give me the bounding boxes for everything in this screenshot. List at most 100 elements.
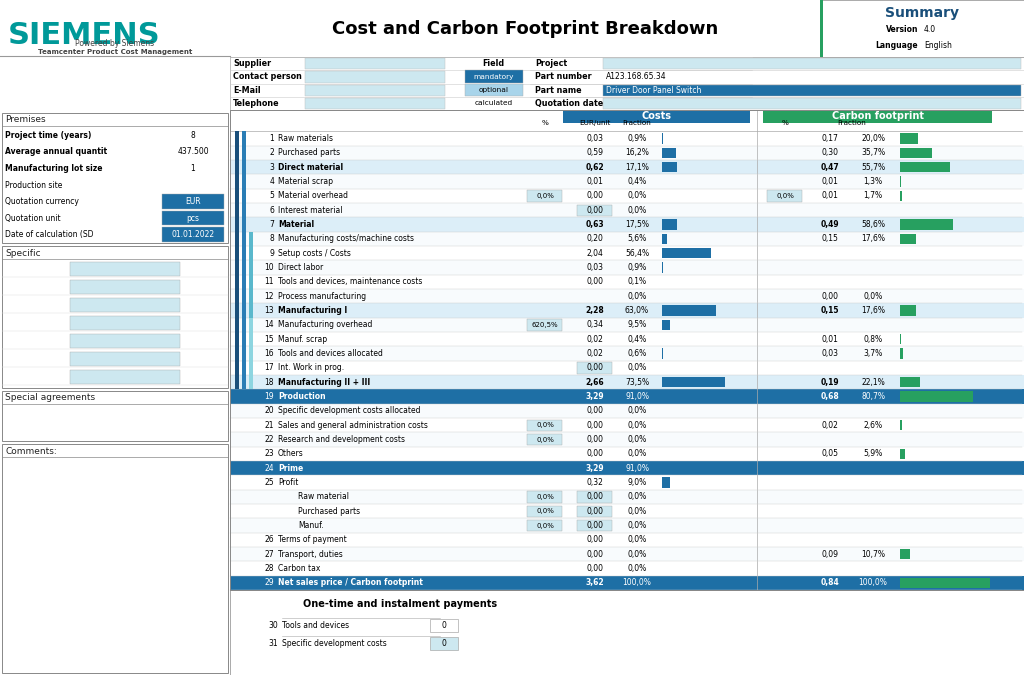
Bar <box>162 194 224 209</box>
Text: 0,0%: 0,0% <box>536 437 554 443</box>
Text: 0,0%: 0,0% <box>628 535 646 544</box>
Text: 0,4%: 0,4% <box>628 335 646 344</box>
Text: 0,0%: 0,0% <box>628 521 646 530</box>
Bar <box>900 377 920 387</box>
Text: 25: 25 <box>264 478 274 487</box>
Bar <box>242 232 246 389</box>
Text: 0,00: 0,00 <box>587 206 603 215</box>
Bar <box>430 619 458 632</box>
Bar <box>70 316 180 330</box>
Bar <box>230 304 1024 318</box>
Text: 0,0%: 0,0% <box>536 494 554 500</box>
Text: Direct labor: Direct labor <box>278 263 324 272</box>
Text: Prime: Prime <box>278 464 303 472</box>
Text: 0,03: 0,03 <box>587 134 603 143</box>
Text: Version: Version <box>886 26 918 34</box>
Text: 22: 22 <box>264 435 274 444</box>
Bar <box>230 375 1024 389</box>
Text: 0: 0 <box>441 620 446 630</box>
Bar <box>230 504 1024 518</box>
Text: 27: 27 <box>264 549 274 559</box>
Text: 7: 7 <box>269 220 274 229</box>
Text: 10: 10 <box>264 263 274 272</box>
Bar <box>577 362 612 373</box>
Text: 0,00: 0,00 <box>587 549 603 559</box>
Text: 100,0%: 100,0% <box>623 578 651 587</box>
Text: 0,00: 0,00 <box>587 277 603 286</box>
Text: 0,00: 0,00 <box>587 406 603 415</box>
Bar <box>230 389 1024 404</box>
Bar <box>70 334 180 348</box>
Text: 0,00: 0,00 <box>587 192 603 200</box>
Text: 0,20: 0,20 <box>587 234 603 244</box>
Bar <box>230 203 1024 217</box>
Bar <box>230 110 1024 590</box>
Text: Manufacturing costs/machine costs: Manufacturing costs/machine costs <box>278 234 414 244</box>
Text: 4: 4 <box>269 177 274 186</box>
Text: Costs: Costs <box>641 111 672 121</box>
Bar <box>900 219 952 230</box>
Text: Terms of payment: Terms of payment <box>278 535 347 544</box>
Text: Summary: Summary <box>885 6 959 20</box>
Bar <box>230 433 1024 447</box>
Text: 0,00: 0,00 <box>587 521 603 530</box>
Text: Raw materials: Raw materials <box>278 134 333 143</box>
Text: 0,0%: 0,0% <box>628 549 646 559</box>
Text: 14: 14 <box>264 321 274 329</box>
Text: Specific development costs allocated: Specific development costs allocated <box>278 406 421 415</box>
Bar <box>230 246 1024 261</box>
Bar <box>230 346 1024 360</box>
Bar <box>162 211 224 225</box>
Bar <box>465 84 523 96</box>
Text: 28: 28 <box>264 564 274 573</box>
Bar <box>900 162 950 173</box>
Text: 3: 3 <box>269 163 274 172</box>
Bar <box>70 370 180 384</box>
Text: 0,00: 0,00 <box>587 507 603 516</box>
Text: 0,00: 0,00 <box>587 363 603 373</box>
Bar <box>230 489 1024 504</box>
Text: 0,02: 0,02 <box>587 335 603 344</box>
Text: Fraction: Fraction <box>838 120 866 126</box>
Bar <box>230 475 1024 489</box>
Bar <box>763 111 992 123</box>
Text: 23: 23 <box>264 450 274 458</box>
Text: Direct material: Direct material <box>278 163 343 172</box>
Text: Telephone: Telephone <box>233 99 280 108</box>
Text: 2,66: 2,66 <box>586 378 604 387</box>
Bar <box>527 491 562 502</box>
Text: %: % <box>542 120 549 126</box>
Bar <box>900 392 973 402</box>
Text: Specific: Specific <box>5 248 41 257</box>
Text: Contact person: Contact person <box>233 72 302 82</box>
Text: Material overhead: Material overhead <box>278 192 348 200</box>
Text: 0,0%: 0,0% <box>628 206 646 215</box>
Text: 0,0%: 0,0% <box>628 435 646 444</box>
Bar <box>162 227 224 242</box>
Bar <box>900 348 903 358</box>
Text: 0,05: 0,05 <box>821 450 839 458</box>
Text: 91,0%: 91,0% <box>625 392 649 401</box>
Text: 58,6%: 58,6% <box>861 220 885 229</box>
Text: Part name: Part name <box>535 86 582 94</box>
Text: Interest material: Interest material <box>278 206 342 215</box>
Bar <box>662 463 740 473</box>
Text: 0,01: 0,01 <box>821 177 839 186</box>
Bar <box>230 447 1024 461</box>
Text: Others: Others <box>278 450 304 458</box>
Text: 15: 15 <box>264 335 274 344</box>
Bar <box>230 57 1024 110</box>
Text: 0,09: 0,09 <box>821 549 839 559</box>
Text: 10,7%: 10,7% <box>861 549 885 559</box>
Text: 0,84: 0,84 <box>820 578 840 587</box>
Bar <box>230 590 1024 675</box>
Bar <box>820 0 1024 57</box>
Bar <box>662 234 667 244</box>
Text: Supplier: Supplier <box>233 59 271 68</box>
Text: 91,0%: 91,0% <box>625 464 649 472</box>
Text: Material scrap: Material scrap <box>278 177 333 186</box>
Text: Manuf. scrap: Manuf. scrap <box>278 335 327 344</box>
Text: Average annual quantit: Average annual quantit <box>5 147 108 157</box>
Text: 30: 30 <box>268 620 278 630</box>
Bar <box>230 360 1024 375</box>
